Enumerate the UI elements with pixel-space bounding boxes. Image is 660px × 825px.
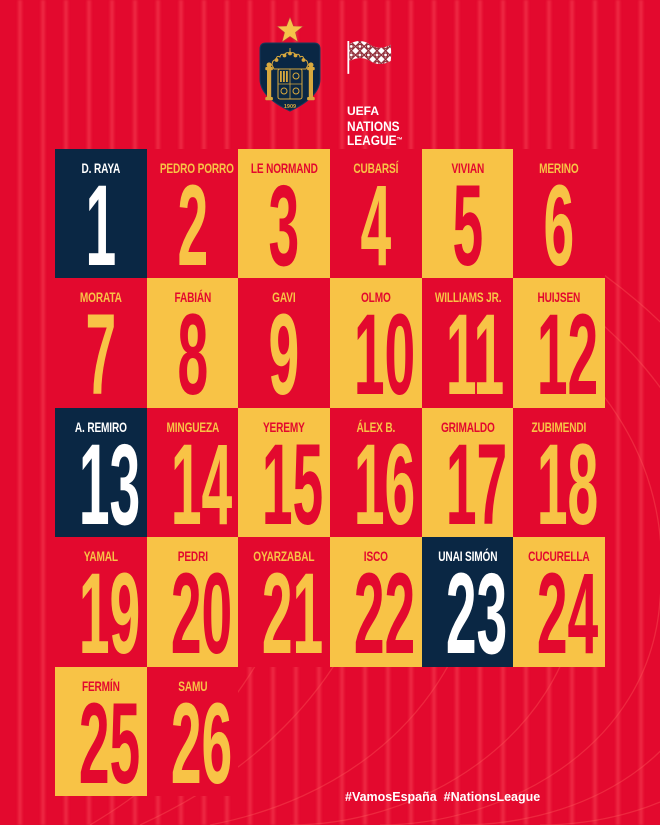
svg-text:1909: 1909 xyxy=(284,104,296,110)
